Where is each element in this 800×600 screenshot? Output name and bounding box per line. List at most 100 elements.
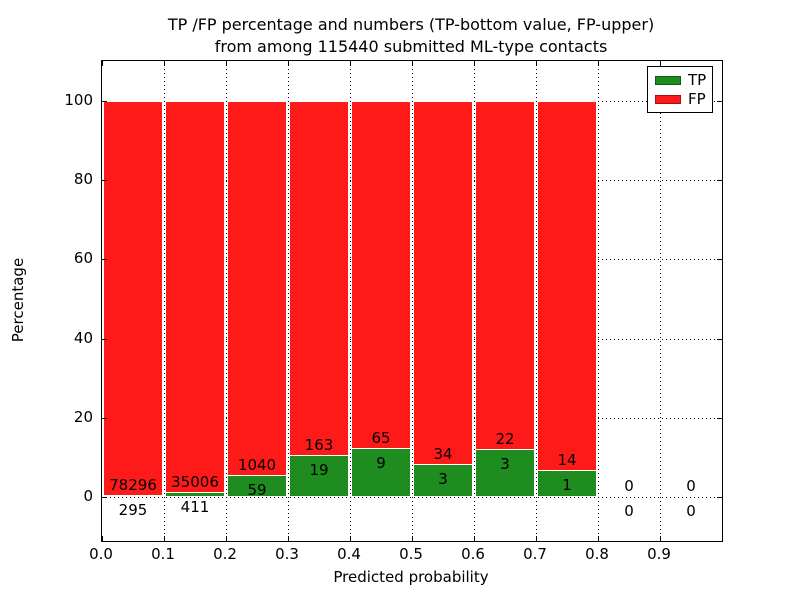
y-tick-left (102, 497, 107, 499)
gridline-vertical (226, 61, 227, 541)
bar-label-fp-count: 34 (433, 445, 453, 464)
x-tick-label: 0.5 (399, 545, 423, 563)
y-tick-label: 80 (73, 170, 93, 188)
bar-segment-fp (289, 100, 349, 456)
x-tick-bottom (660, 536, 661, 541)
y-tick-label: 0 (83, 487, 93, 506)
bar-label-tp-count: 1 (562, 475, 572, 494)
y-tick-left (102, 259, 107, 261)
x-tick-top (536, 61, 537, 66)
chart-title-line1: TP /FP percentage and numbers (TP-bottom… (167, 15, 655, 34)
x-tick-top (598, 61, 599, 66)
bar-label-tp-count: 3 (438, 470, 448, 489)
bar-segment-tp (165, 492, 225, 498)
bar-segment-fp (475, 100, 535, 450)
x-tick-top (412, 61, 413, 66)
y-tick-right (717, 418, 722, 420)
bar-label-fp-count: 78296 (109, 475, 157, 494)
y-tick-label: 40 (73, 328, 93, 347)
chart-title-line2: from among 115440 submitted ML-type cont… (214, 37, 608, 56)
x-tick-label: 0.1 (151, 545, 175, 563)
x-tick-label: 0.0 (89, 545, 113, 563)
x-axis-label: Predicted probability (333, 568, 489, 586)
x-tick-bottom (288, 536, 289, 541)
x-tick-bottom (598, 536, 599, 541)
bar-segment-fp (351, 100, 411, 450)
x-tick-bottom (536, 536, 537, 541)
legend-row-fp: FP (655, 89, 712, 108)
x-tick-bottom (226, 536, 227, 541)
y-tick-right (717, 259, 722, 261)
chart-legend: TP FP (647, 66, 713, 113)
y-tick-right (717, 180, 722, 181)
x-tick-top (660, 61, 661, 66)
x-tick-bottom (102, 536, 103, 541)
fp-swatch-icon (655, 94, 681, 104)
gridline-vertical (288, 61, 289, 541)
chart-title: TP /FP percentage and numbers (TP-bottom… (101, 14, 721, 58)
bar-segment-tp (475, 449, 535, 498)
x-tick-top (474, 61, 475, 66)
bar-segment-tp (351, 449, 411, 498)
y-tick-left (102, 180, 107, 181)
bar-label-tp-count: 19 (309, 460, 329, 479)
gridline-vertical (474, 61, 475, 541)
y-tick-label: 20 (73, 408, 93, 427)
x-tick-label: 0.4 (337, 545, 361, 563)
y-tick-left (102, 100, 107, 102)
x-tick-label: 0.9 (647, 545, 671, 563)
x-tick-label: 0.6 (461, 545, 485, 563)
bar-segment-fp (227, 100, 287, 477)
bar-segment-tp (413, 465, 473, 498)
legend-label-fp: FP (688, 89, 706, 108)
x-tick-label: 0.7 (523, 545, 547, 563)
bar-label-fp-count: 14 (557, 450, 577, 469)
bar-label-fp-count: 22 (495, 429, 515, 448)
bar-segment-tp (537, 470, 597, 498)
bar-segment-fp (413, 100, 473, 466)
y-tick-label: 60 (73, 249, 93, 268)
x-tick-label: 0.3 (275, 545, 299, 563)
bar-label-tp-count: 9 (376, 454, 386, 473)
tp-swatch-icon (655, 75, 681, 85)
y-tick-label: 100 (64, 90, 93, 109)
x-tick-bottom (350, 536, 351, 541)
bar-label-fp-count: 65 (371, 429, 391, 448)
bar-label-fp-count: 0 (624, 477, 634, 496)
bar-label-tp-count: 59 (247, 481, 267, 500)
y-tick-right (717, 497, 722, 499)
y-tick-left (102, 418, 107, 420)
plot-area: TP FP 78296 295 35006 411 1040 59 163 19 65 9 34 3 2… (101, 60, 723, 542)
x-tick-bottom (164, 536, 165, 541)
gridline-vertical (164, 61, 165, 541)
x-tick-top (164, 61, 165, 66)
legend-row-tp: TP (655, 70, 712, 89)
x-tick-label: 0.2 (213, 545, 237, 563)
bar-segment-tp (227, 476, 287, 498)
x-tick-bottom (412, 536, 413, 541)
bar-label-fp-count: 0 (686, 477, 696, 496)
bar-label-fp-count: 1040 (237, 456, 277, 475)
y-tick-left (102, 338, 107, 340)
x-tick-bottom (474, 536, 475, 541)
legend-label-tp: TP (688, 70, 707, 89)
bar-label-fp-count: 35006 (171, 472, 219, 491)
bar-label-tp-count: 295 (118, 500, 148, 519)
gridline-vertical (536, 61, 537, 541)
y-axis-label: Percentage (9, 257, 27, 343)
gridline-vertical (598, 61, 599, 541)
x-tick-label: 0.8 (585, 545, 609, 563)
bar-label-tp-count: 0 (686, 502, 696, 521)
bar-segment-tp (289, 455, 349, 498)
bar-segment-tp (103, 495, 163, 498)
x-tick-top (226, 61, 227, 66)
x-tick-top (288, 61, 289, 66)
y-tick-right (717, 100, 722, 102)
x-tick-top (102, 61, 103, 66)
gridline-vertical (412, 61, 413, 541)
bar-label-tp-count: 411 (180, 497, 210, 516)
bar-segment-fp (165, 100, 225, 493)
bar-label-tp-count: 0 (624, 502, 634, 521)
bar-segment-fp (103, 100, 163, 496)
